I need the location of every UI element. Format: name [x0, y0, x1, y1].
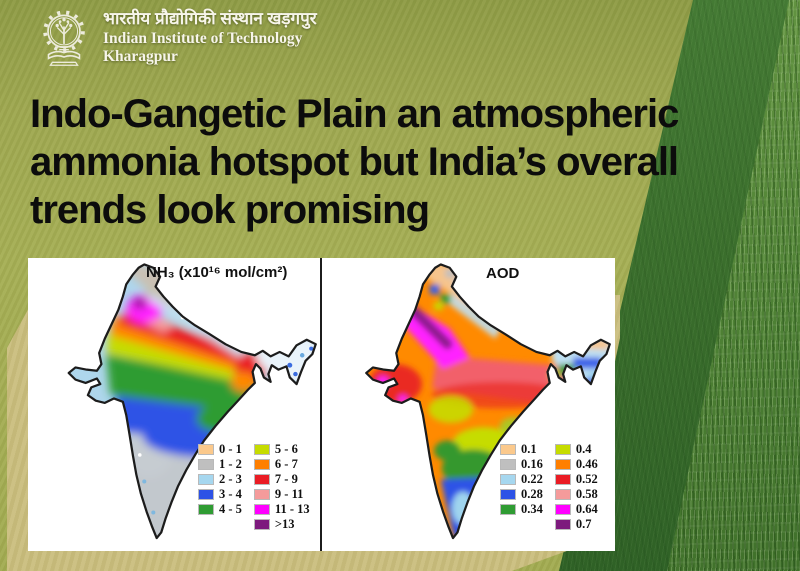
- legend-swatch: [198, 489, 214, 500]
- legend-item: 0.1: [500, 442, 543, 457]
- nh3-legend: 0 - 1 1 - 2 2 - 3 3 - 4 4 - 5 5 - 6 6 - …: [198, 442, 310, 532]
- legend-item: 0.64: [554, 502, 598, 517]
- legend-label: 0.22: [521, 472, 543, 486]
- legend-item: 11 - 13: [253, 502, 310, 517]
- legend-item: 0.46: [554, 457, 598, 472]
- legend-label: 0 - 1: [219, 442, 242, 456]
- legend-swatch: [554, 444, 571, 455]
- legend-label: 1 - 2: [219, 457, 242, 471]
- legend-item: 4 - 5: [198, 502, 242, 517]
- legend-item: >13: [253, 517, 310, 532]
- legend-label: 0.52: [575, 472, 598, 486]
- legend-label: >13: [274, 517, 295, 531]
- legend-swatch: [253, 504, 270, 515]
- header: भारतीय प्रौद्योगिकी संस्थान खड़गपुर Indi…: [33, 8, 317, 74]
- legend-swatch: [253, 444, 270, 455]
- legend-label: 6 - 7: [274, 457, 298, 471]
- aod-legend-col-1: 0.1 0.16 0.22 0.28 0.34: [500, 442, 543, 532]
- aod-map-title: AOD: [486, 265, 520, 282]
- institute-location: Kharagpur: [103, 48, 178, 65]
- legend-label: 0.64: [575, 502, 598, 516]
- legend-swatch: [253, 474, 270, 485]
- legend-swatch: [554, 474, 571, 485]
- legend-swatch: [554, 459, 571, 470]
- title-line-1: Indo-Gangetic Plain an atmospheric: [30, 92, 679, 136]
- nh3-legend-col-2: 5 - 6 6 - 7 7 - 9 9 - 11 11 - 13 >13: [253, 442, 310, 532]
- legend-item: 0.4: [554, 442, 598, 457]
- legend-label: 3 - 4: [219, 487, 242, 501]
- legend-item: 2 - 3: [198, 472, 242, 487]
- legend-label: 11 - 13: [274, 502, 310, 516]
- legend-item: 0.34: [500, 502, 543, 517]
- legend-item: 6 - 7: [253, 457, 310, 472]
- legend-label: 0.34: [521, 502, 543, 516]
- nh3-map-title: NH₃ (x10¹⁶ mol/cm²): [146, 264, 288, 281]
- legend-label: 0.1: [521, 442, 537, 456]
- legend-swatch: [554, 519, 571, 530]
- legend-label: 5 - 6: [274, 442, 298, 456]
- nh3-legend-col-1: 0 - 1 1 - 2 2 - 3 3 - 4 4 - 5: [198, 442, 242, 532]
- legend-swatch: [253, 519, 270, 530]
- slide-title: Indo-Gangetic Plain an atmospheric ammon…: [30, 90, 679, 234]
- aod-india-map: [365, 263, 611, 540]
- nh3-india-map: [67, 263, 317, 540]
- legend-label: 0.16: [521, 457, 543, 471]
- legend-swatch: [500, 459, 516, 470]
- legend-swatch: [500, 444, 516, 455]
- aod-legend: 0.1 0.16 0.22 0.28 0.34 0.4 0.46 0.52 0.…: [500, 442, 598, 532]
- legend-item: 1 - 2: [198, 457, 242, 472]
- institute-name-block: भारतीय प्रौद्योगिकी संस्थान खड़गपुर Indi…: [103, 8, 317, 66]
- legend-label: 7 - 9: [274, 472, 298, 486]
- legend-label: 0.46: [575, 457, 598, 471]
- legend-label: 4 - 5: [219, 502, 242, 516]
- legend-item: 9 - 11: [253, 487, 310, 502]
- maps-panel: NH₃ (x10¹⁶ mol/cm²) AOD 0 - 1 1 - 2 2 - …: [28, 258, 615, 551]
- legend-swatch: [198, 504, 214, 515]
- legend-item: 0.58: [554, 487, 598, 502]
- title-line-2: ammonia hotspot but India’s overall: [30, 140, 679, 184]
- legend-swatch: [198, 459, 214, 470]
- legend-label: 0.28: [521, 487, 543, 501]
- legend-item: 5 - 6: [253, 442, 310, 457]
- institute-name-hindi: भारतीय प्रौद्योगिकी संस्थान खड़गपुर: [103, 9, 317, 28]
- legend-swatch: [198, 474, 214, 485]
- legend-label: 0.7: [575, 517, 592, 531]
- legend-item: 0.28: [500, 487, 543, 502]
- legend-swatch: [500, 504, 516, 515]
- legend-item: 0.16: [500, 457, 543, 472]
- legend-label: 0.58: [575, 487, 598, 501]
- legend-swatch: [253, 489, 270, 500]
- institute-name-english: Indian Institute of Technology: [103, 30, 303, 47]
- legend-swatch: [500, 474, 516, 485]
- legend-item: 0.7: [554, 517, 598, 532]
- legend-item: 7 - 9: [253, 472, 310, 487]
- map-divider: [320, 258, 322, 551]
- legend-item: 3 - 4: [198, 487, 242, 502]
- legend-label: 2 - 3: [219, 472, 242, 486]
- aod-legend-col-2: 0.4 0.46 0.52 0.58 0.64 0.7: [554, 442, 598, 532]
- title-line-3: trends look promising: [30, 188, 430, 232]
- legend-label: 0.4: [575, 442, 592, 456]
- iit-kharagpur-logo-icon: [43, 10, 85, 66]
- legend-swatch: [500, 489, 516, 500]
- legend-swatch: [198, 444, 214, 455]
- legend-item: 0 - 1: [198, 442, 242, 457]
- legend-swatch: [554, 489, 571, 500]
- legend-swatch: [253, 459, 270, 470]
- legend-label: 9 - 11: [274, 487, 304, 501]
- legend-item: 0.22: [500, 472, 543, 487]
- legend-swatch: [554, 504, 571, 515]
- legend-item: 0.52: [554, 472, 598, 487]
